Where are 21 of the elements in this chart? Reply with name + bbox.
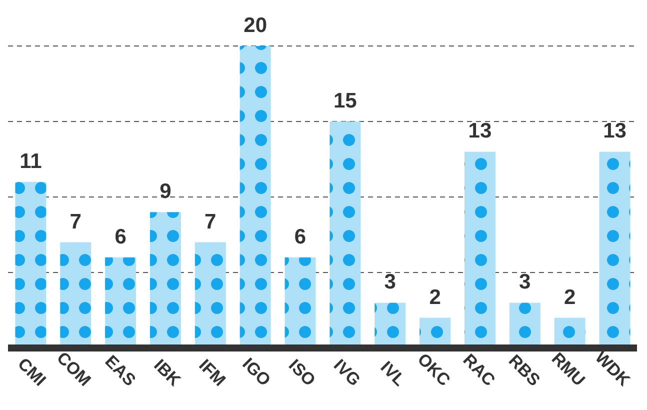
data-label: 6 <box>114 225 126 248</box>
data-label: 3 <box>519 270 531 294</box>
data-label: 2 <box>429 286 441 309</box>
data-label: 13 <box>468 120 492 143</box>
data-label: 7 <box>204 210 216 234</box>
x-tick-label: IFM <box>195 356 230 390</box>
x-tick-label: IGO <box>238 354 274 390</box>
x-tick-label: IVG <box>330 356 364 390</box>
data-label: 2 <box>564 286 576 309</box>
data-label: 13 <box>603 120 626 143</box>
data-label: 6 <box>294 225 306 248</box>
data-label: 9 <box>160 180 172 204</box>
data-label: 7 <box>70 210 82 234</box>
data-label: 3 <box>384 270 396 294</box>
x-tick-label: IBK <box>150 356 185 390</box>
x-tick-label: CMI <box>14 354 50 390</box>
data-label: 15 <box>334 90 358 112</box>
x-tick-label: IVL <box>376 358 409 390</box>
x-tick-label: ISO <box>284 356 320 390</box>
data-label: 11 <box>20 150 42 173</box>
data-label: 20 <box>244 14 268 37</box>
